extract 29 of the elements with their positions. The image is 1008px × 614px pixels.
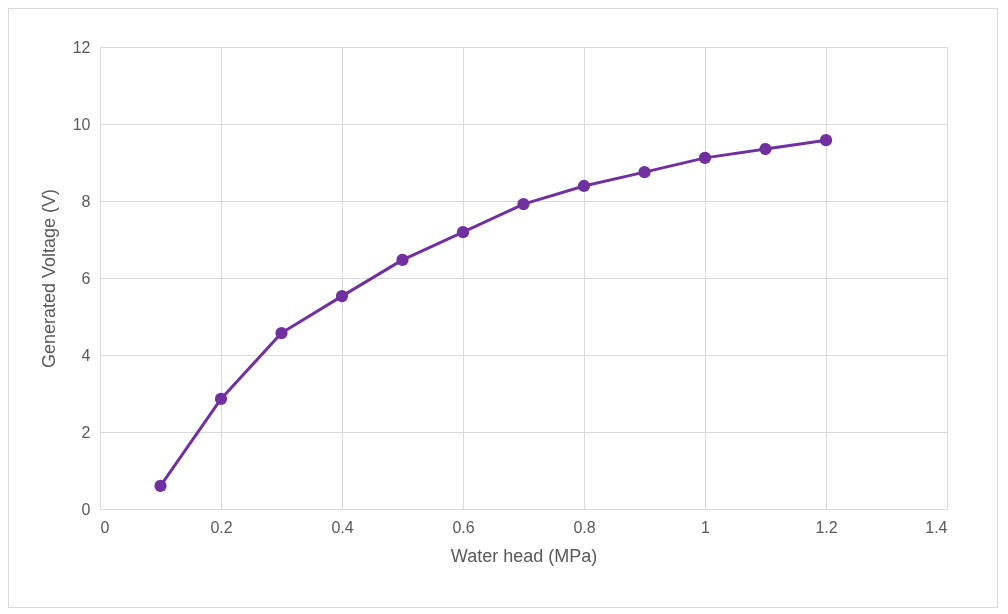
- point: [335, 289, 349, 303]
- x-tick-label: 0.8: [573, 518, 596, 536]
- y-tick-label: 10: [72, 115, 91, 133]
- point: [819, 134, 833, 147]
- y-tick-label: 2: [81, 423, 91, 441]
- x-tick-label: 1.4: [925, 518, 948, 536]
- x-tick-label: 1.2: [815, 518, 838, 536]
- y-axis-title: Generated Voltage (V): [38, 188, 59, 369]
- y-tick-label: 6: [81, 269, 91, 287]
- point: [214, 392, 228, 405]
- point: [396, 253, 409, 267]
- point: [154, 479, 167, 493]
- point: [275, 326, 288, 340]
- point: [517, 197, 530, 211]
- point: [638, 166, 651, 179]
- y-tick-label: 12: [72, 38, 91, 56]
- point: [456, 226, 470, 239]
- x-tick-label: 1: [701, 518, 711, 536]
- y-tick-label: 4: [81, 346, 91, 364]
- x-axis-title: Water head (MPa): [450, 545, 598, 566]
- x-tick-label: 0.2: [210, 518, 233, 536]
- point: [577, 179, 591, 193]
- point: [698, 151, 712, 164]
- x-tick-label: 0: [100, 518, 110, 536]
- x-tick-label: 0.6: [452, 518, 475, 536]
- point: [759, 142, 772, 156]
- y-tick-label: 0: [81, 500, 91, 518]
- x-tick-label: 0.4: [331, 518, 354, 536]
- y-tick-label: 8: [81, 192, 91, 210]
